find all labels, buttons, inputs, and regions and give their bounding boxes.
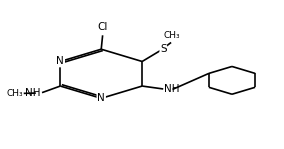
Text: Cl: Cl (97, 22, 108, 32)
Text: CH₃: CH₃ (163, 31, 180, 40)
Text: NH: NH (164, 84, 179, 94)
Text: NH: NH (25, 88, 41, 98)
Text: N: N (57, 56, 64, 66)
Text: S: S (160, 44, 166, 54)
Text: CH₃: CH₃ (6, 89, 23, 98)
Text: N: N (97, 93, 105, 103)
